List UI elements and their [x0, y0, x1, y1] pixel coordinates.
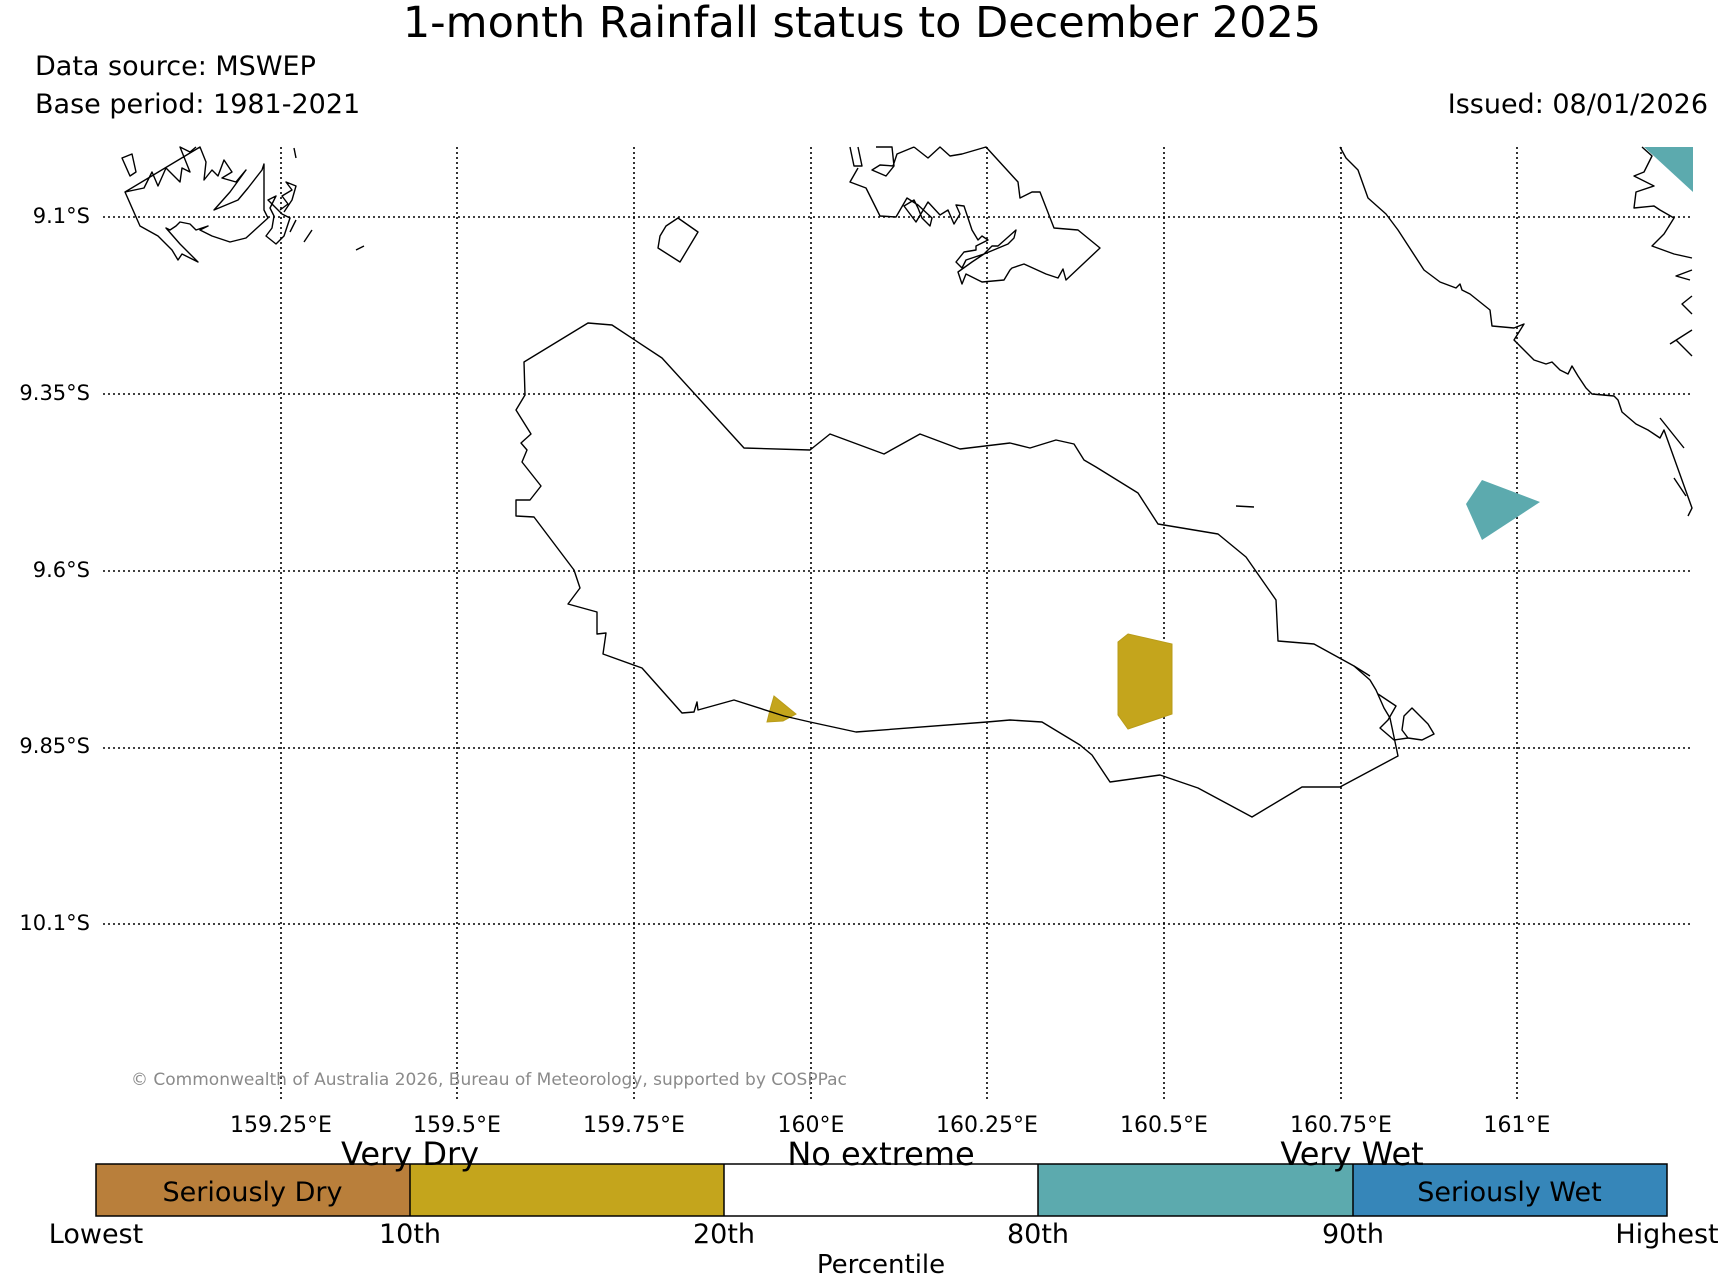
legend-label-seriously-dry: Seriously Dry — [162, 1177, 343, 1208]
lat-label-10-1: 10.1°S — [19, 911, 90, 935]
legend-axis-label: Percentile — [816, 1250, 946, 1280]
lon-label-160-75: 160.75°E — [1290, 1113, 1392, 1138]
lon-label-160-25: 160.25°E — [936, 1113, 1038, 1138]
lon-label-160: 160°E — [777, 1113, 845, 1138]
legend-group-very-wet: Very Wet — [1280, 1135, 1424, 1173]
very-dry-patch-small — [766, 695, 797, 723]
coastline-marau — [1353, 665, 1435, 741]
coastlines — [121, 146, 1693, 818]
legend-group-very-dry: Very Dry — [340, 1135, 480, 1173]
very-wet-patch-southeast — [1466, 480, 1540, 540]
legend-border — [95, 1163, 1668, 1217]
coastline-small-island — [657, 217, 699, 263]
lon-label-159-25: 159.25°E — [230, 1113, 332, 1138]
very-wet-patch-northeast — [1644, 147, 1693, 192]
coastline-russell-islands — [121, 146, 365, 263]
lon-label-159-75: 159.75°E — [583, 1113, 685, 1138]
legend-segment-very-wet — [1038, 1164, 1353, 1216]
legend-group-no-extreme: No extreme — [787, 1135, 975, 1173]
coastline-florida-islands — [849, 146, 1101, 285]
rainfall-patches — [766, 147, 1693, 730]
legend-segment-seriously-wet — [1353, 1164, 1667, 1216]
coastline-islet — [1235, 505, 1255, 508]
lon-label-161: 161°E — [1483, 1113, 1551, 1138]
base-period-label: Base period: 1981-2021 — [35, 89, 361, 120]
coastline-guadalcanal — [515, 322, 1399, 818]
legend-tick-80th: 80th — [1006, 1219, 1070, 1250]
lat-label-9-1: 9.1°S — [32, 204, 90, 228]
copyright-notice: © Commonwealth of Australia 2026, Bureau… — [131, 1070, 847, 1090]
legend-tick-lowest: Lowest — [48, 1219, 144, 1250]
coastline-malaita-east — [1633, 146, 1693, 497]
issued-date-label: Issued: 08/01/2026 — [1447, 89, 1708, 120]
legend-tick-90th: 90th — [1321, 1219, 1385, 1250]
lon-label-160-5: 160.5°E — [1120, 1113, 1208, 1138]
lat-label-9-35: 9.35°S — [19, 381, 90, 405]
lat-label-9-6: 9.6°S — [32, 558, 90, 582]
legend-tick-10th: 10th — [378, 1219, 442, 1250]
data-source-label: Data source: MSWEP — [35, 51, 316, 82]
legend-segment-seriously-dry — [96, 1164, 410, 1216]
lat-label-9-85: 9.85°S — [19, 734, 90, 758]
legend-tick-20th: 20th — [692, 1219, 756, 1250]
coastline-malaita-west — [1339, 146, 1693, 517]
very-dry-patch-large — [1117, 633, 1173, 730]
map-title: 1-month Rainfall status to December 2025 — [402, 0, 1322, 48]
legend-segment-no-extreme — [724, 1164, 1038, 1216]
legend-tick-highest: Highest — [1615, 1219, 1719, 1250]
lon-label-159-5: 159.5°E — [413, 1113, 501, 1138]
map-gridlines — [103, 147, 1690, 1100]
legend-segment-very-dry — [410, 1164, 724, 1216]
legend-label-seriously-wet: Seriously Wet — [1417, 1177, 1602, 1208]
